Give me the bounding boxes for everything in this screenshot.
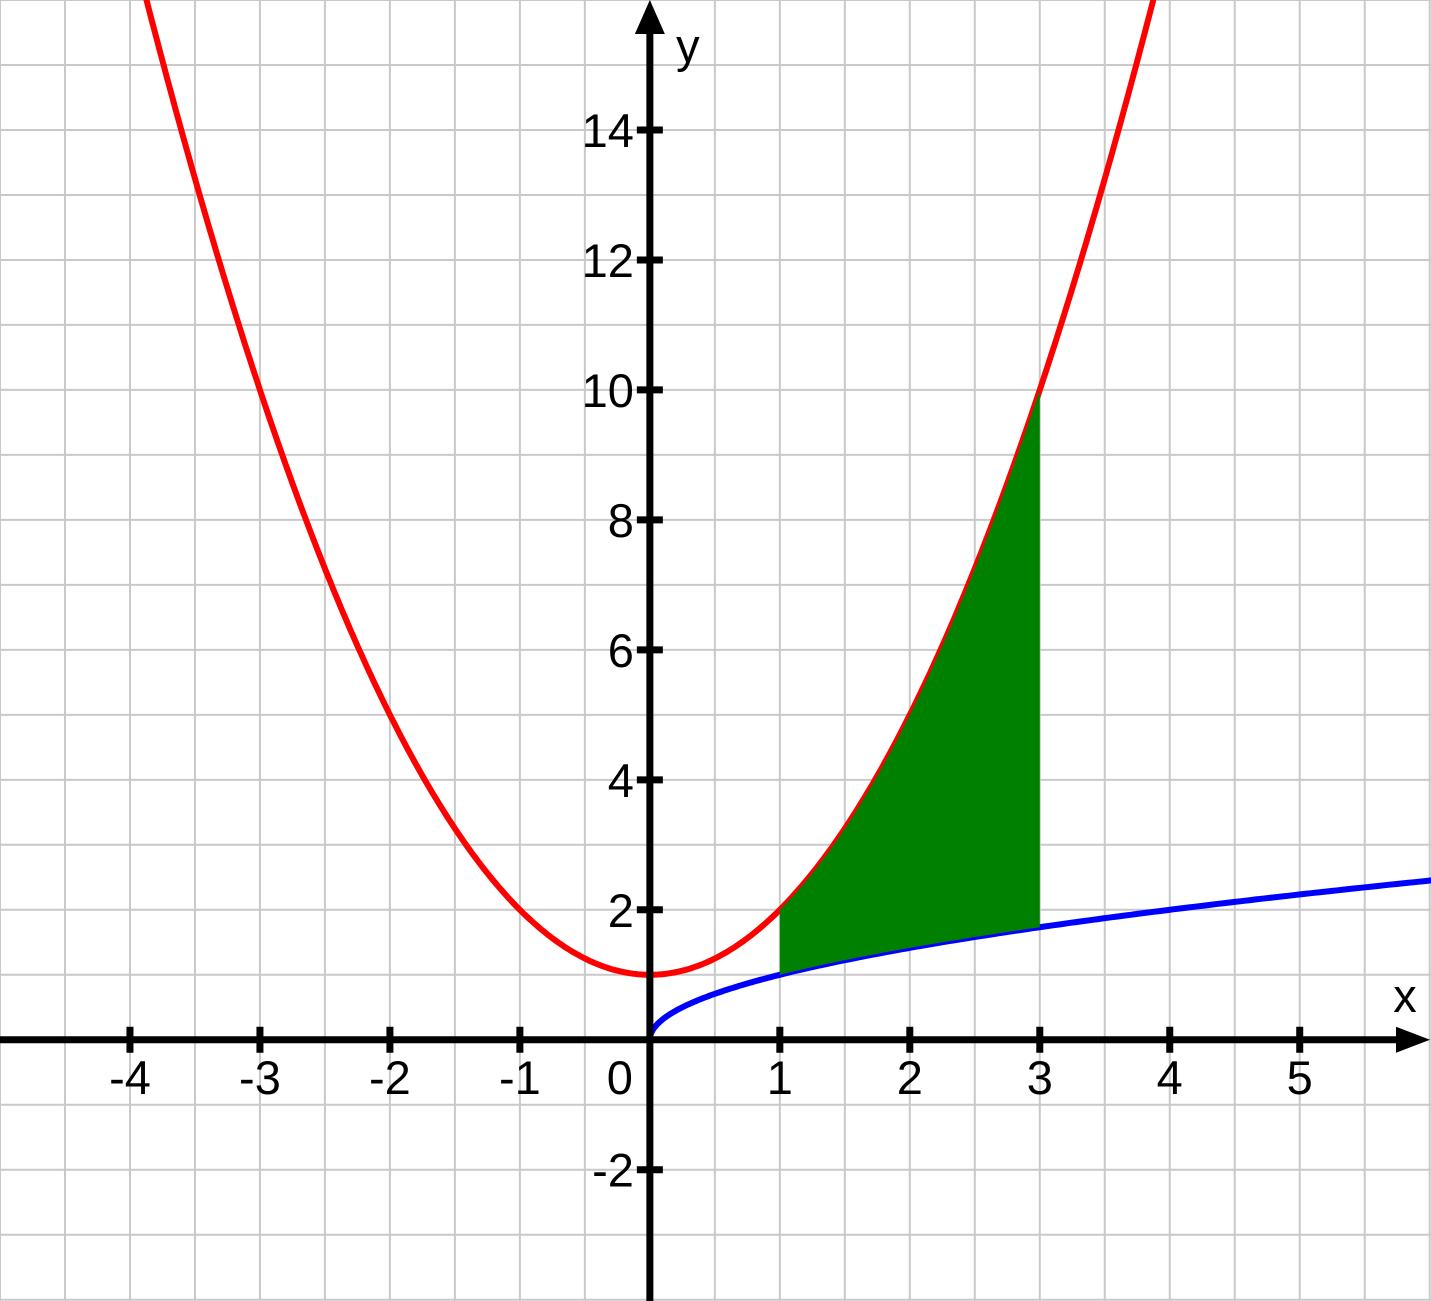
y-axis-arrow — [634, 0, 665, 34]
x-tick-label: -3 — [239, 1051, 281, 1104]
y-tick-label: 6 — [608, 624, 634, 677]
shaded-region — [779, 389, 1040, 975]
y-tick-label: 12 — [582, 234, 634, 287]
y-tick-label: -2 — [592, 1144, 634, 1197]
y-tick-label: 4 — [608, 754, 634, 807]
x-tick-label: -1 — [499, 1051, 541, 1104]
y-tick-label: 8 — [608, 494, 634, 547]
y-tick-label: 2 — [608, 884, 634, 937]
x-tick-label: -2 — [369, 1051, 411, 1104]
y-tick-label: 10 — [582, 364, 634, 417]
y-tick-label: 14 — [582, 104, 634, 157]
x-tick-label: -4 — [109, 1051, 151, 1104]
x-tick-label: 1 — [767, 1051, 793, 1104]
x-axis-arrow — [1396, 1026, 1430, 1053]
x-tick-label: 4 — [1157, 1051, 1183, 1104]
x-tick-label: 3 — [1027, 1051, 1053, 1104]
x-tick-label: 0 — [607, 1051, 633, 1104]
x-tick-label: 2 — [897, 1051, 923, 1104]
x-axis-title: x — [1393, 969, 1417, 1022]
x-tick-label: 5 — [1287, 1051, 1313, 1104]
y-axis-title: y — [676, 19, 700, 72]
